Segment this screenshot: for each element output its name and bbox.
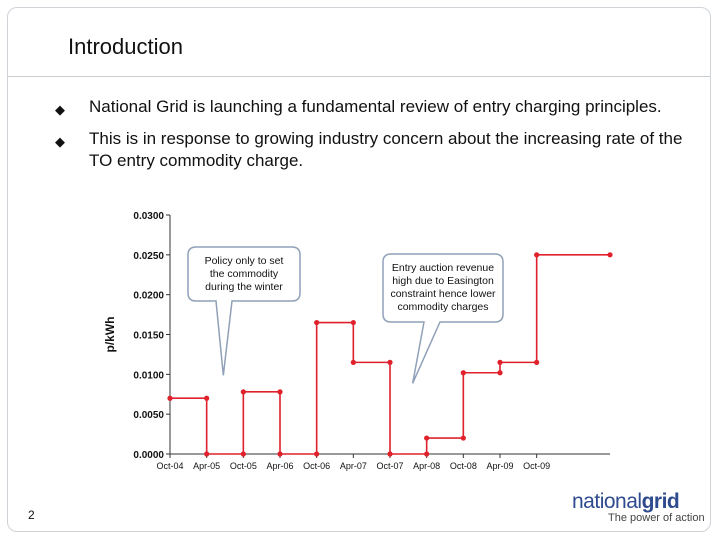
data-point xyxy=(424,435,430,441)
data-point xyxy=(497,359,503,365)
bullet-list: ◆ National Grid is launching a fundament… xyxy=(55,96,695,182)
x-tick-label: Oct-05 xyxy=(230,461,257,471)
diamond-bullet-icon: ◆ xyxy=(55,134,65,149)
series-line xyxy=(170,254,610,455)
callout-text: constraint hence lower xyxy=(390,288,496,300)
data-point xyxy=(387,359,393,365)
page-number: 2 xyxy=(28,508,35,522)
slide-frame xyxy=(7,7,711,532)
data-point xyxy=(460,435,466,441)
data-point xyxy=(314,319,320,326)
bullet-text: This is in response to growing industry … xyxy=(89,129,683,170)
data-point xyxy=(350,359,356,365)
callout-text: the commodity xyxy=(210,268,279,280)
y-tick-label: 0.0000 xyxy=(133,450,164,461)
data-point xyxy=(240,451,246,457)
x-tick-label: Oct-06 xyxy=(303,461,330,471)
data-point xyxy=(240,389,246,395)
data-point xyxy=(534,252,540,258)
data-point xyxy=(350,319,356,326)
data-point xyxy=(277,389,283,395)
data-point xyxy=(460,370,466,376)
x-tick-label: Apr-06 xyxy=(266,461,293,471)
y-axis-label: p/kWh xyxy=(103,317,117,353)
x-tick-label: Apr-05 xyxy=(193,461,220,471)
data-point xyxy=(607,252,613,258)
callout-text: Policy only to set xyxy=(205,255,284,267)
bullet-text: National Grid is launching a fundamental… xyxy=(89,97,662,116)
y-tick-label: 0.0050 xyxy=(133,410,164,421)
y-tick-label: 0.0150 xyxy=(133,331,164,342)
diamond-bullet-icon: ◆ xyxy=(55,102,65,117)
data-point xyxy=(167,395,173,401)
auction-callout xyxy=(382,253,504,384)
x-tick-label: Oct-07 xyxy=(376,461,403,471)
logo-text-national: national xyxy=(572,490,642,513)
callout-text: high due to Easington xyxy=(392,275,494,287)
national-grid-logo: nationalgrid xyxy=(572,490,680,514)
slide-title: Introduction xyxy=(68,34,183,59)
data-point xyxy=(424,451,430,457)
bullet-item: ◆ National Grid is launching a fundament… xyxy=(55,96,695,118)
logo-text-grid: grid xyxy=(641,490,680,513)
data-point xyxy=(534,359,540,365)
callout-text: Entry auction revenue xyxy=(392,262,494,274)
data-point xyxy=(204,395,210,401)
data-point xyxy=(497,370,503,376)
x-tick-label: Oct-09 xyxy=(523,461,550,471)
x-tick-label: Apr-07 xyxy=(340,461,367,471)
y-tick-label: 0.0200 xyxy=(133,291,164,302)
data-point xyxy=(277,451,283,457)
x-tick-label: Oct-04 xyxy=(156,461,183,471)
bullet-item: ◆ This is in response to growing industr… xyxy=(55,128,695,172)
data-point xyxy=(314,451,320,457)
title-divider xyxy=(8,76,710,77)
x-tick-label: Oct-08 xyxy=(450,461,477,471)
data-point xyxy=(204,451,210,457)
x-tick-label: Apr-09 xyxy=(486,461,513,471)
y-tick-label: 0.0300 xyxy=(133,211,164,222)
data-point xyxy=(387,451,393,457)
policy-callout xyxy=(187,246,301,376)
y-tick-label: 0.0100 xyxy=(133,370,164,381)
callout-text: during the winter xyxy=(205,281,283,293)
logo-tagline: The power of action xyxy=(608,512,705,524)
y-tick-label: 0.0250 xyxy=(133,251,164,262)
callout-text: commodity charges xyxy=(397,301,488,313)
x-tick-label: Apr-08 xyxy=(413,461,440,471)
